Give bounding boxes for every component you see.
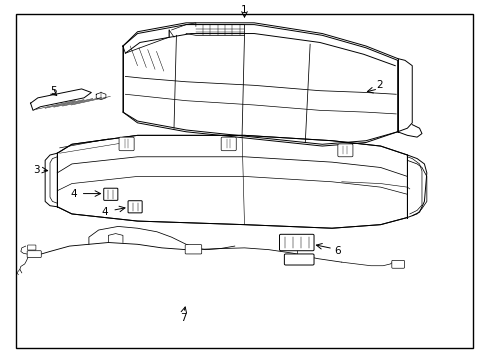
Text: 1: 1	[241, 5, 247, 15]
FancyBboxPatch shape	[284, 254, 313, 265]
Text: 4: 4	[70, 189, 77, 199]
FancyBboxPatch shape	[391, 260, 404, 268]
Text: 4: 4	[102, 207, 108, 217]
Text: 2: 2	[375, 80, 382, 90]
FancyBboxPatch shape	[279, 234, 313, 251]
Text: 6: 6	[334, 247, 340, 256]
FancyBboxPatch shape	[337, 144, 352, 157]
FancyBboxPatch shape	[185, 245, 201, 254]
FancyBboxPatch shape	[27, 251, 41, 257]
FancyBboxPatch shape	[28, 245, 36, 250]
FancyBboxPatch shape	[103, 188, 118, 201]
Text: 3: 3	[33, 165, 40, 175]
Text: 7: 7	[180, 312, 186, 323]
FancyBboxPatch shape	[119, 137, 134, 151]
Text: 5: 5	[50, 86, 57, 96]
FancyBboxPatch shape	[221, 137, 236, 151]
FancyBboxPatch shape	[128, 201, 142, 213]
